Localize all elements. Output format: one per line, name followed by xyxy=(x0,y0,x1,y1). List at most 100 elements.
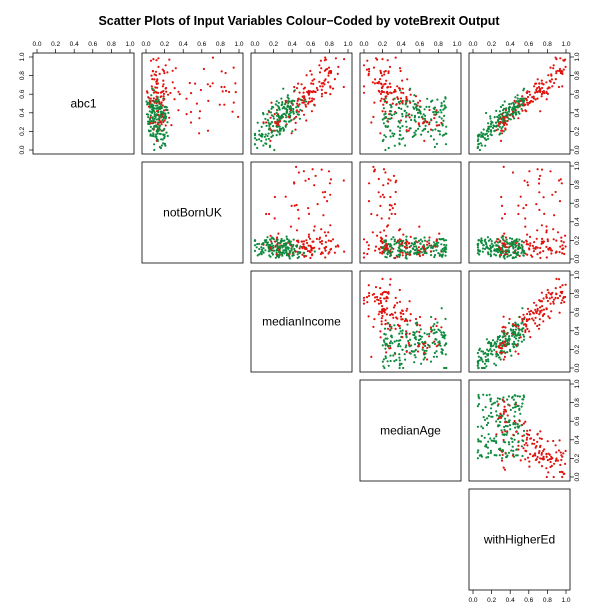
data-point xyxy=(295,109,299,112)
data-point xyxy=(528,460,531,463)
data-point xyxy=(400,362,403,365)
data-point xyxy=(520,445,524,448)
data-point xyxy=(266,113,269,116)
data-point xyxy=(528,429,532,432)
data-point xyxy=(394,190,397,194)
data-point xyxy=(386,248,389,251)
data-point xyxy=(416,350,420,353)
data-point xyxy=(540,453,543,456)
data-point xyxy=(526,103,530,106)
data-point xyxy=(517,243,520,246)
data-point xyxy=(265,244,268,247)
data-point xyxy=(500,236,503,239)
data-point xyxy=(521,330,524,333)
data-point xyxy=(374,286,378,289)
data-point xyxy=(297,251,300,254)
data-point xyxy=(561,475,564,479)
data-point xyxy=(289,250,292,253)
data-point xyxy=(318,80,321,83)
data-point xyxy=(154,121,157,124)
data-point xyxy=(406,323,409,326)
data-point xyxy=(521,398,524,401)
data-point xyxy=(434,317,437,321)
data-point xyxy=(320,251,323,254)
data-point xyxy=(425,252,428,255)
data-point xyxy=(277,246,280,249)
data-point xyxy=(480,434,483,437)
data-point xyxy=(166,71,169,74)
data-point xyxy=(521,250,524,253)
data-point xyxy=(518,407,521,410)
data-point xyxy=(503,425,506,428)
data-point xyxy=(563,472,566,475)
data-point xyxy=(559,71,562,75)
scatter-panel-abc1-vs-medianIncome xyxy=(250,52,353,155)
data-point xyxy=(442,119,445,122)
data-point xyxy=(365,68,369,71)
data-point xyxy=(384,323,387,326)
data-point xyxy=(496,400,499,403)
data-point xyxy=(564,245,567,248)
data-point xyxy=(559,463,562,467)
data-point xyxy=(285,235,288,238)
data-point xyxy=(480,425,483,428)
data-point xyxy=(434,110,437,113)
data-point xyxy=(483,418,487,421)
data-point xyxy=(412,106,415,109)
data-point xyxy=(410,242,413,245)
data-point xyxy=(500,132,504,135)
data-point xyxy=(480,357,483,360)
data-point xyxy=(562,452,565,455)
data-point xyxy=(160,138,163,141)
data-point xyxy=(395,242,398,245)
data-point xyxy=(522,439,525,443)
data-point xyxy=(403,250,406,253)
data-point xyxy=(417,239,421,242)
data-point xyxy=(512,340,516,343)
data-point xyxy=(439,109,442,112)
data-point xyxy=(500,429,503,432)
data-point xyxy=(514,252,518,255)
data-point xyxy=(481,360,484,363)
data-point xyxy=(508,242,511,245)
data-point xyxy=(502,396,505,399)
data-point xyxy=(418,254,422,258)
data-point xyxy=(521,99,524,103)
data-point xyxy=(547,86,550,89)
data-point xyxy=(259,134,262,137)
data-point xyxy=(534,454,537,457)
data-point xyxy=(528,170,531,173)
data-point xyxy=(324,256,327,259)
data-point xyxy=(499,139,503,142)
data-point xyxy=(189,121,193,124)
data-point xyxy=(501,457,504,460)
data-point xyxy=(513,406,517,409)
data-point xyxy=(162,99,165,102)
data-point xyxy=(540,93,544,96)
data-point xyxy=(337,65,340,68)
data-point xyxy=(264,249,267,252)
data-point xyxy=(417,122,420,125)
data-point xyxy=(518,254,521,258)
data-point xyxy=(501,344,504,347)
data-point xyxy=(414,338,418,341)
data-point xyxy=(387,345,390,348)
data-point xyxy=(531,96,534,99)
data-point xyxy=(279,129,282,132)
data-point xyxy=(394,327,397,330)
data-point xyxy=(405,309,408,312)
data-point xyxy=(303,86,306,89)
data-point xyxy=(476,425,479,428)
data-point xyxy=(437,328,440,331)
data-point xyxy=(524,109,527,112)
data-point xyxy=(416,323,419,326)
data-point xyxy=(151,117,154,120)
data-point xyxy=(156,86,159,89)
data-point xyxy=(409,319,412,322)
data-point xyxy=(510,237,514,240)
data-point xyxy=(401,115,404,118)
data-point xyxy=(432,241,435,244)
data-point xyxy=(393,88,396,92)
data-point xyxy=(532,312,536,315)
data-point xyxy=(185,97,188,100)
